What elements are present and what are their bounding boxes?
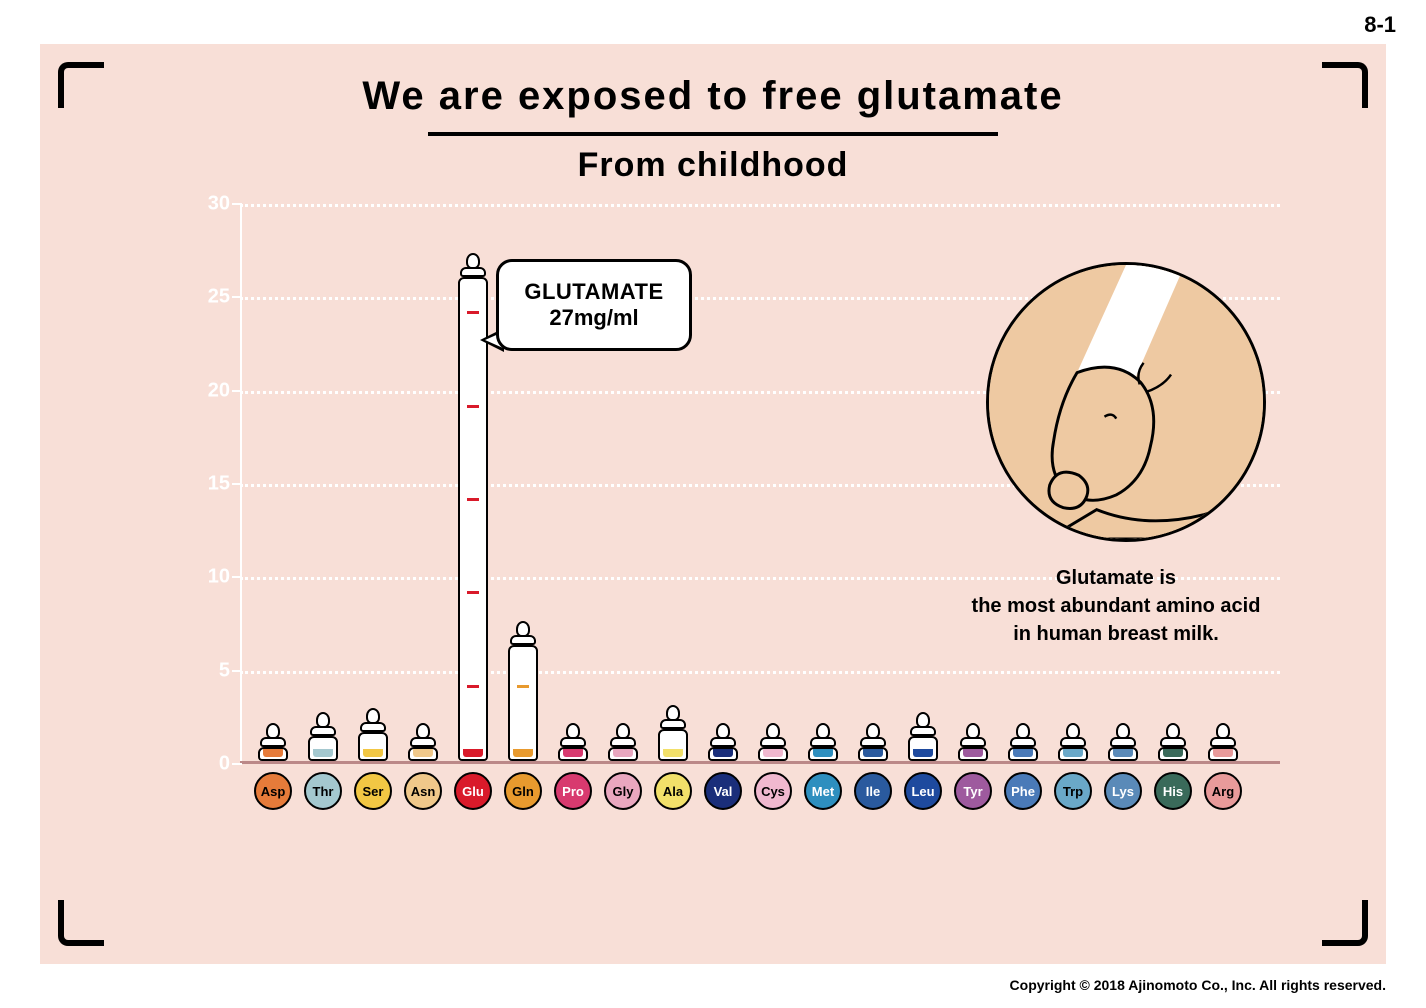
category-label: Pro — [554, 772, 592, 810]
category-label: Leu — [904, 772, 942, 810]
illustration-caption: Glutamate is the most abundant amino aci… — [936, 564, 1296, 648]
ytick-mark — [232, 296, 242, 298]
corner-bracket-br — [1322, 900, 1368, 946]
callout-value: 27mg/ml — [549, 305, 638, 331]
ytick-mark — [232, 203, 242, 205]
ytick-mark — [232, 763, 242, 765]
ytick-label: 0 — [180, 753, 230, 776]
category-label: Ser — [354, 772, 392, 810]
category-label: Asp — [254, 772, 292, 810]
corner-bracket-bl — [58, 900, 104, 946]
category-label: Lys — [1104, 772, 1142, 810]
x-axis — [240, 761, 1280, 764]
category-label: Gly — [604, 772, 642, 810]
page-number: 8-1 — [1364, 12, 1396, 38]
ytick-label: 25 — [180, 286, 230, 309]
ytick-mark — [232, 390, 242, 392]
category-label: Gln — [504, 772, 542, 810]
ytick-label: 15 — [180, 473, 230, 496]
gridline — [240, 204, 1280, 207]
category-label: Met — [804, 772, 842, 810]
main-title: We are exposed to free glutamate — [40, 74, 1386, 119]
subtitle: From childhood — [40, 146, 1386, 185]
category-label: Tyr — [954, 772, 992, 810]
callout-title: GLUTAMATE — [524, 279, 663, 305]
caption-line2: the most abundant amino acid — [972, 595, 1261, 617]
category-label: Arg — [1204, 772, 1242, 810]
category-label: Ile — [854, 772, 892, 810]
category-label: Trp — [1054, 772, 1092, 810]
caption-line3: in human breast milk. — [1013, 623, 1219, 645]
category-label: Val — [704, 772, 742, 810]
ytick-label: 20 — [180, 379, 230, 402]
ytick-label: 30 — [180, 193, 230, 216]
copyright-text: Copyright © 2018 Ajinomoto Co., Inc. All… — [1010, 977, 1386, 993]
category-label: Thr — [304, 772, 342, 810]
ytick-label: 10 — [180, 566, 230, 589]
ytick-mark — [232, 576, 242, 578]
infographic-frame: We are exposed to free glutamate From ch… — [40, 44, 1386, 964]
ytick-mark — [232, 483, 242, 485]
category-label: His — [1154, 772, 1192, 810]
ytick-mark — [232, 670, 242, 672]
category-label: Ala — [654, 772, 692, 810]
category-label: Phe — [1004, 772, 1042, 810]
category-label: Asn — [404, 772, 442, 810]
glutamate-callout: GLUTAMATE 27mg/ml — [496, 259, 692, 351]
category-label: Glu — [454, 772, 492, 810]
caption-line1: Glutamate is — [1056, 567, 1176, 589]
category-label: Cys — [754, 772, 792, 810]
title-underline — [428, 132, 998, 136]
gridline — [240, 671, 1280, 674]
breastfeeding-illustration — [986, 262, 1266, 542]
ytick-label: 5 — [180, 659, 230, 682]
